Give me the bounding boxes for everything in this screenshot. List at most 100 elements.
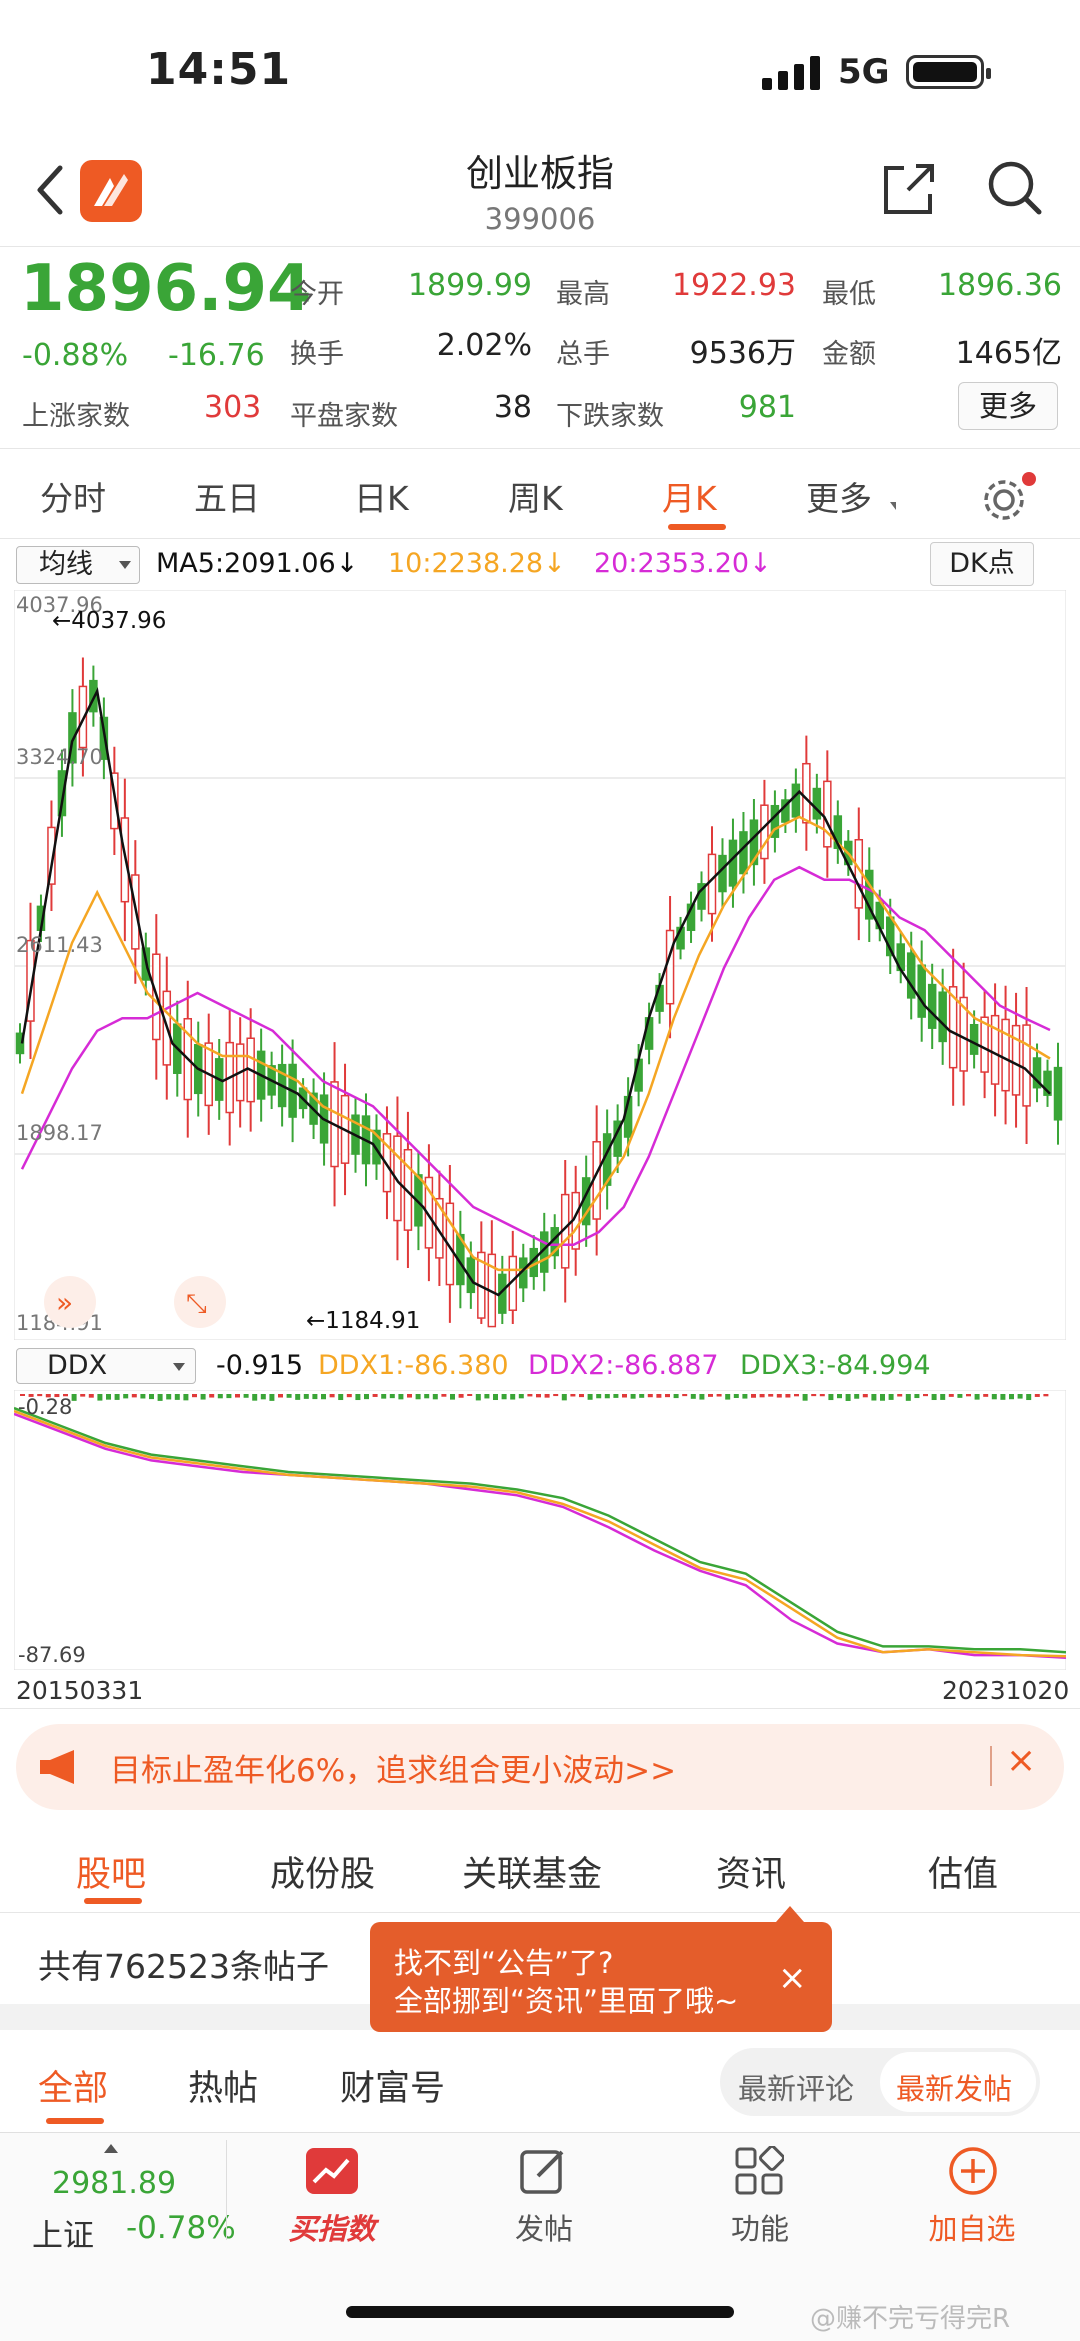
tab-daily-k[interactable]: 日K xyxy=(354,479,409,518)
expand-arrows-icon[interactable]: » xyxy=(44,1276,96,1328)
ma-indicator-select[interactable]: 均线 xyxy=(16,546,140,584)
ddx-bar xyxy=(579,1394,584,1398)
ddx-bar xyxy=(166,1394,172,1400)
buy-index-button[interactable]: 买指数 xyxy=(288,2212,376,2246)
candle-body xyxy=(424,1176,434,1249)
tab-related-funds[interactable]: 关联基金 xyxy=(462,1855,603,1895)
tab-constituents[interactable]: 成份股 xyxy=(270,1855,376,1895)
candle-body xyxy=(906,952,916,999)
candle-body xyxy=(823,780,832,848)
ddx-bar xyxy=(699,1394,705,1400)
ddx-bar xyxy=(776,1394,782,1398)
ddx-bar xyxy=(811,1394,817,1397)
candle-body xyxy=(68,712,77,764)
tab-more-period[interactable]: 更多 xyxy=(806,479,872,518)
more-quote-button[interactable]: 更多 xyxy=(958,382,1058,430)
ddx-bar xyxy=(235,1394,240,1398)
sort-active-pill xyxy=(880,2052,1036,2112)
banner-text[interactable]: 目标止盈年化6%，追求组合更小波动>> xyxy=(110,1753,677,1789)
change-percent: -0.88% xyxy=(22,338,129,373)
candle-body xyxy=(1001,1018,1010,1092)
feed-tab-caifuhao[interactable]: 财富号 xyxy=(340,2069,446,2109)
candle-body xyxy=(791,783,801,818)
ddx-bar xyxy=(346,1394,352,1398)
ddx-bar xyxy=(673,1394,679,1399)
ddx-bar xyxy=(123,1394,129,1399)
ddx-bar xyxy=(923,1394,928,1397)
candle-body xyxy=(990,1014,1000,1085)
sort-latest-post[interactable]: 最新发帖 xyxy=(896,2072,1013,2106)
ddx-bar xyxy=(1009,1394,1014,1400)
fullscreen-icon[interactable]: ⤡ xyxy=(174,1276,226,1328)
shanghai-index-label[interactable]: 上证 xyxy=(32,2218,94,2254)
ddx-bar xyxy=(338,1394,344,1401)
tab-news[interactable]: 资讯 xyxy=(716,1855,787,1895)
tab-valuation[interactable]: 估值 xyxy=(928,1855,999,1895)
candle-body xyxy=(969,1023,979,1055)
banner-divider xyxy=(990,1746,992,1786)
tab-monthly-k[interactable]: 月K xyxy=(662,479,717,518)
banner-close-button[interactable]: × xyxy=(1006,1740,1037,1781)
turnover-value: 2.02% xyxy=(436,328,532,363)
caret-up-icon[interactable] xyxy=(104,2144,118,2153)
tooltip-arrow xyxy=(776,1906,804,1922)
posts-count: 共有762523条帖子 xyxy=(38,1947,329,1986)
home-indicator[interactable] xyxy=(346,2306,734,2318)
tooltip-close-button[interactable]: × xyxy=(778,1958,807,1998)
trend-chart-icon[interactable] xyxy=(306,2148,358,2194)
shanghai-index-value[interactable]: 2981.89 xyxy=(52,2166,177,2201)
ddx-bar xyxy=(759,1394,765,1398)
ddx-bar xyxy=(518,1394,524,1399)
shanghai-index-change[interactable]: -0.78% xyxy=(126,2210,236,2246)
ddx-bar xyxy=(355,1394,361,1401)
share-icon[interactable] xyxy=(880,158,938,218)
add-watchlist-button[interactable]: 加自选 xyxy=(928,2212,1016,2246)
ddx-bar xyxy=(622,1394,627,1398)
grid-icon[interactable] xyxy=(734,2146,784,2196)
flat-count-label: 平盘家数 xyxy=(290,401,398,432)
dk-point-button[interactable]: DK点 xyxy=(930,542,1034,586)
ddx-bar xyxy=(708,1394,713,1397)
candle-body xyxy=(15,1032,25,1055)
tab-intraday[interactable]: 分时 xyxy=(40,479,106,518)
high-label: 最高 xyxy=(556,279,610,310)
candle-body xyxy=(47,826,56,885)
ma10-line xyxy=(20,815,1051,1272)
tab-weekly-k[interactable]: 周K xyxy=(508,479,563,518)
divider xyxy=(0,1708,1080,1709)
ddx-bar xyxy=(71,1394,77,1401)
ddx-chart[interactable]: -0.28 -87.69 xyxy=(14,1390,1066,1670)
ddx-bar xyxy=(243,1394,249,1398)
back-arrow-icon[interactable] xyxy=(30,160,70,220)
amount-label: 金额 xyxy=(822,339,876,370)
divider xyxy=(0,538,1080,539)
promo-banner[interactable] xyxy=(16,1724,1064,1810)
ddx-indicator-select[interactable]: DDX xyxy=(16,1348,196,1384)
high-marker: ←4037.96 xyxy=(52,608,166,634)
ddx-bar xyxy=(940,1394,946,1400)
sort-latest-comment[interactable]: 最新评论 xyxy=(738,2072,855,2106)
add-watchlist-icon[interactable] xyxy=(948,2146,998,2196)
ddx-bar xyxy=(484,1394,490,1399)
feed-tab-hot[interactable]: 热帖 xyxy=(188,2069,259,2109)
ddx-bar xyxy=(768,1394,774,1397)
megaphone-icon xyxy=(40,1750,74,1784)
functions-button[interactable]: 功能 xyxy=(730,2212,789,2246)
divider xyxy=(0,448,1080,449)
candle-body xyxy=(1032,1057,1042,1089)
tab-guba[interactable]: 股吧 xyxy=(76,1855,147,1895)
tab-five-day[interactable]: 五日 xyxy=(194,479,260,518)
news-tooltip[interactable] xyxy=(370,1922,832,2032)
ddx-bar xyxy=(329,1394,335,1398)
feed-tab-all[interactable]: 全部 xyxy=(38,2069,109,2109)
kline-chart[interactable]: 4037.96 3324.70 2611.43 1898.17 1184.91 … xyxy=(14,590,1066,1340)
candle-body xyxy=(1053,1066,1063,1121)
post-button[interactable]: 发帖 xyxy=(514,2212,573,2246)
search-icon[interactable] xyxy=(985,158,1045,218)
gear-icon[interactable] xyxy=(980,470,1040,526)
candle-body xyxy=(812,787,822,820)
ddx-bar xyxy=(948,1394,954,1397)
ddx-bar xyxy=(544,1394,550,1398)
volume-label: 总手 xyxy=(556,339,610,370)
edit-icon[interactable] xyxy=(518,2146,568,2196)
